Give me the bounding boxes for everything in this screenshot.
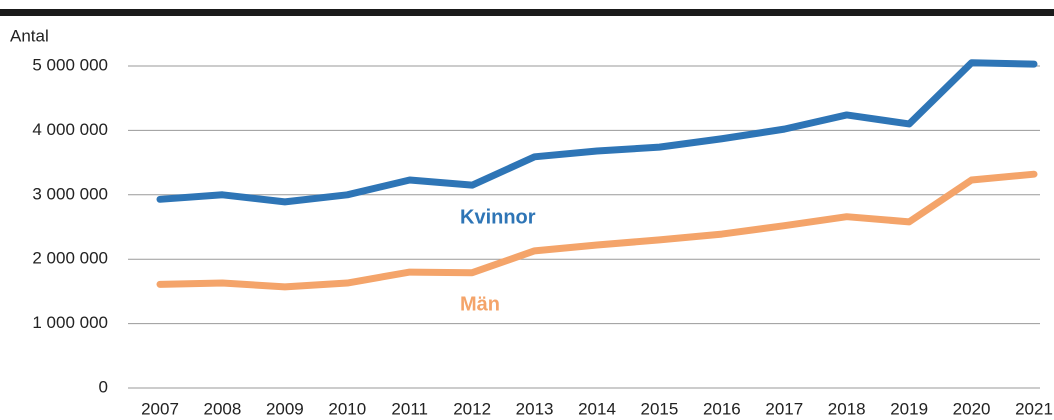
x-tick-label: 2018 bbox=[828, 399, 866, 418]
x-tick-label: 2008 bbox=[204, 399, 242, 418]
x-tick-label: 2015 bbox=[641, 399, 679, 418]
y-tick-label: 3 000 000 bbox=[32, 184, 108, 203]
top-rule bbox=[0, 9, 1054, 16]
y-tick-label: 1 000 000 bbox=[32, 313, 108, 332]
x-tick-label: 2009 bbox=[266, 399, 304, 418]
series-label: Män bbox=[460, 293, 500, 315]
x-tick-label: 2021 bbox=[1015, 399, 1053, 418]
x-tick-label: 2011 bbox=[391, 399, 428, 418]
x-tick-label: 2012 bbox=[453, 399, 491, 418]
y-tick-label: 0 bbox=[99, 377, 108, 396]
series-line bbox=[156, 170, 1038, 291]
series-line bbox=[156, 59, 1038, 206]
x-tick-label: 2010 bbox=[328, 399, 366, 418]
x-tick-label: 2017 bbox=[765, 399, 803, 418]
y-axis-label: Antal bbox=[10, 26, 49, 45]
y-tick-label: 4 000 000 bbox=[32, 120, 108, 139]
x-tick-label: 2007 bbox=[141, 399, 179, 418]
x-tick-label: 2014 bbox=[578, 399, 616, 418]
x-tick-label: 2019 bbox=[890, 399, 928, 418]
x-tick-label: 2013 bbox=[516, 399, 554, 418]
y-tick-label: 2 000 000 bbox=[32, 249, 108, 268]
series-label: Kvinnor bbox=[460, 206, 536, 228]
x-tick-label: 2016 bbox=[703, 399, 741, 418]
x-tick-label: 2020 bbox=[953, 399, 991, 418]
y-tick-label: 5 000 000 bbox=[32, 55, 108, 74]
